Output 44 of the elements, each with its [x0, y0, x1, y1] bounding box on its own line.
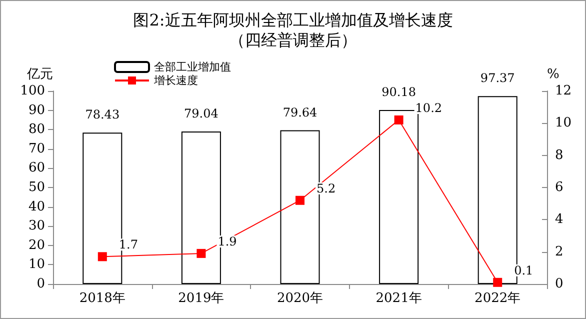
point	[394, 115, 404, 124]
data-label: 78.43	[85, 108, 120, 122]
data-label: 79.04	[184, 106, 219, 120]
y-tick-label: 90	[28, 102, 45, 118]
x-tick-label: 2020年	[276, 291, 324, 306]
x-tick-label: 2019年	[178, 291, 224, 306]
legend-label: 增长速度	[153, 74, 198, 87]
x-tick-label: 2021年	[376, 291, 422, 306]
y2-tick-label: 8	[555, 148, 564, 163]
chart-subtitle: （四经普调整后）	[229, 30, 357, 50]
point	[493, 278, 502, 287]
y-tick-label: 50	[28, 180, 45, 195]
point	[196, 248, 206, 258]
data-label: 1.7	[118, 238, 138, 252]
y-tick-label: 0	[36, 276, 45, 292]
data-label: 90.18	[382, 84, 416, 99]
data-label: 79.64	[282, 105, 318, 120]
y-tick-label: 20	[28, 238, 45, 253]
y-axis-title: 亿元	[26, 67, 53, 82]
y-tick-label: 40	[28, 199, 45, 214]
y2-tick-label: 2	[555, 244, 564, 260]
point	[296, 196, 304, 205]
legend-label: 全部工业增加值	[154, 60, 231, 74]
y-tick-label: 100	[20, 84, 45, 98]
y2-tick-label: 4	[555, 212, 564, 228]
y-tick-label: 80	[28, 122, 45, 138]
y-tick-label: 70	[28, 141, 45, 156]
chart-title: 图2:近五年阿坝州全部工业增加值及增长速度	[133, 10, 453, 30]
y-tick-label: 10	[28, 257, 45, 272]
y-tick-label: 60	[28, 160, 45, 176]
y2-tick-label: 12	[555, 84, 572, 98]
x-tick-label: 2022年	[474, 291, 521, 306]
data-label: 0.1	[514, 263, 534, 278]
data-label: 10.2	[415, 100, 442, 115]
data-label: 5.2	[316, 181, 336, 196]
point	[98, 252, 107, 262]
y-tick-label: 30	[28, 218, 45, 234]
y2-tick-label: 6	[555, 180, 564, 195]
x-tick-label: 2018年	[79, 291, 126, 306]
data-label: 97.37	[480, 71, 515, 86]
data-label: 1.9	[218, 234, 237, 248]
y2-axis-title: %	[547, 67, 560, 82]
y2-tick-label: 0	[555, 276, 564, 292]
y2-tick-label: 10	[555, 116, 572, 131]
